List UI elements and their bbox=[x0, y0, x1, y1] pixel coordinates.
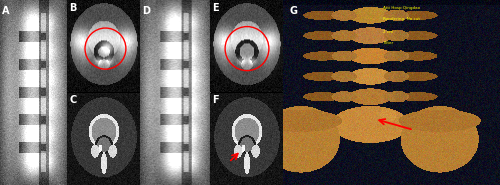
Text: Rendering: No cut: Rendering: No cut bbox=[384, 17, 420, 21]
Text: 2 cm: 2 cm bbox=[384, 30, 394, 34]
Text: E: E bbox=[212, 3, 219, 13]
Text: G: G bbox=[290, 6, 298, 16]
Text: Atti Hosp Qingdao: Atti Hosp Qingdao bbox=[384, 6, 420, 10]
Text: F: F bbox=[212, 95, 219, 105]
Text: A: A bbox=[2, 6, 10, 16]
Text: D: D bbox=[142, 6, 150, 16]
Text: Filter: Filter bbox=[384, 41, 394, 45]
Text: B: B bbox=[69, 3, 76, 13]
Text: C: C bbox=[69, 95, 76, 105]
